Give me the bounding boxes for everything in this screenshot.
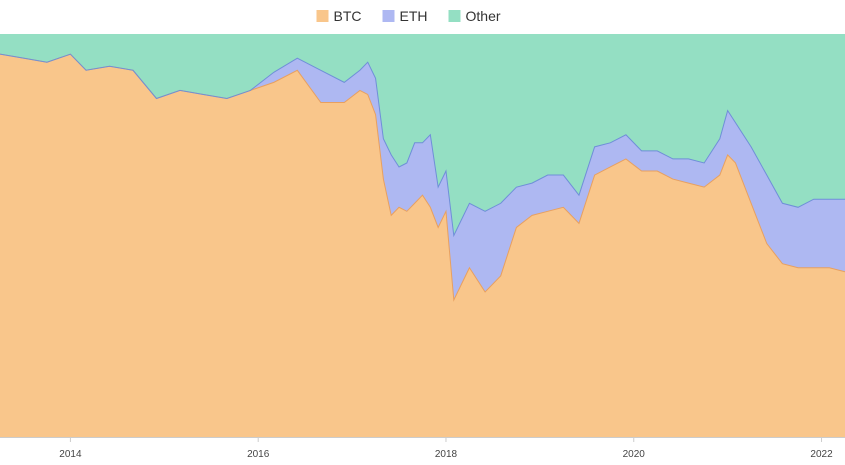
x-tick-label: 2018 <box>435 449 458 460</box>
legend-swatch <box>316 10 329 22</box>
legend-item-other[interactable]: Other <box>448 8 501 24</box>
x-axis: 2014 2016 2018 2020 2022 <box>0 437 845 460</box>
legend[interactable]: BTC ETH Other <box>316 8 501 24</box>
eth-boundary-line <box>0 53 845 238</box>
x-tick-label: 2016 <box>247 449 270 460</box>
legend-item-eth[interactable]: ETH <box>382 8 428 24</box>
legend-swatch <box>448 10 461 22</box>
x-tick-label: 2020 <box>623 449 646 460</box>
x-tick-label: 2022 <box>810 449 833 460</box>
legend-item-btc[interactable]: BTC <box>316 8 362 24</box>
legend-label: BTC <box>334 8 362 24</box>
legend-label: ETH <box>400 8 428 24</box>
legend-label: Other <box>466 8 501 24</box>
area-other[interactable] <box>0 34 845 236</box>
x-tick-label: 2014 <box>59 449 82 460</box>
legend-swatch <box>382 10 395 22</box>
plot-area <box>0 34 845 438</box>
area-btc[interactable] <box>0 54 845 438</box>
area-eth[interactable] <box>0 54 845 300</box>
